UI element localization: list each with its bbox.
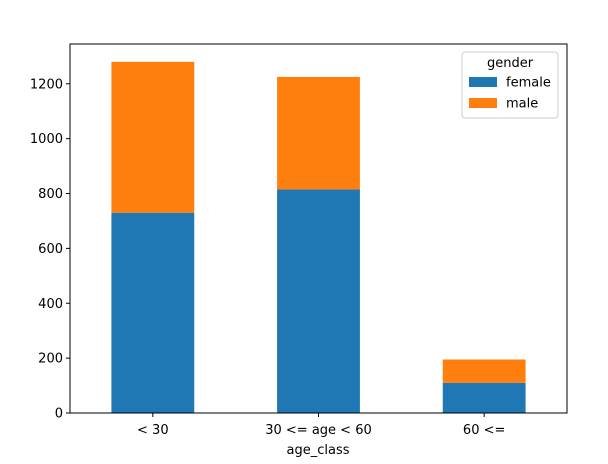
legend-label-female: female	[506, 76, 551, 91]
y-tick-label: 1000	[30, 132, 63, 147]
bar-male-2	[442, 359, 526, 383]
y-tick-label: 600	[38, 242, 63, 257]
y-tick-label: 1200	[30, 77, 63, 92]
y-axis: 0 200 400 600 800 1000 1200	[30, 77, 70, 422]
y-tick-label: 0	[55, 407, 63, 422]
legend-swatch-female	[469, 77, 497, 87]
x-tick-label: 30 <= age < 60	[265, 423, 372, 438]
bars-group	[111, 61, 526, 413]
bar-female-1	[277, 189, 360, 413]
bar-male-0	[111, 61, 195, 213]
x-tick-label: < 30	[137, 423, 169, 438]
y-tick-label: 800	[38, 187, 63, 202]
legend-items: female male	[469, 76, 551, 112]
y-tick-label: 200	[38, 352, 63, 367]
bar-female-0	[111, 212, 195, 413]
legend-swatch-male	[469, 98, 497, 108]
x-axis-label: age_class	[287, 443, 350, 458]
legend: gender female male	[461, 51, 559, 119]
legend-title: gender	[487, 56, 534, 71]
bar-female-2	[442, 382, 526, 413]
bar-male-1	[277, 76, 360, 190]
y-tick-label: 400	[38, 297, 63, 312]
x-tick-label: 60 <=	[463, 423, 505, 438]
legend-label-male: male	[506, 97, 538, 112]
x-axis: < 30 30 <= age < 60 60 <=	[137, 413, 505, 438]
